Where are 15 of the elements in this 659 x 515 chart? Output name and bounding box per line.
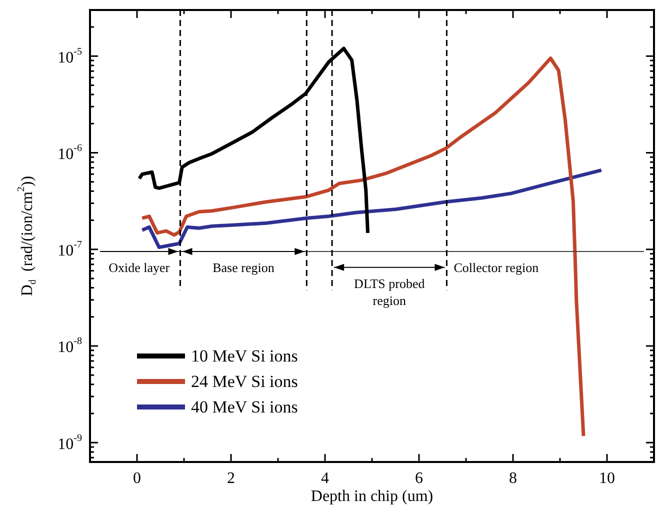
legend-label: 24 MeV Si ions xyxy=(191,372,298,391)
annotation: DLTS probed region xyxy=(354,276,426,308)
legend-label: 40 MeV Si ions xyxy=(191,397,298,416)
x-tick-label: 10 xyxy=(599,470,615,488)
annotation: Oxide layer xyxy=(108,260,170,275)
annotation: Base region xyxy=(212,260,275,275)
x-axis-title: Depth in chip (um) xyxy=(310,488,434,506)
y-axis-title: Dd (rad/(ion/cm2)) xyxy=(16,176,38,296)
x-tick-label: 6 xyxy=(415,470,423,488)
x-tick-label: 2 xyxy=(227,470,235,488)
legend-label: 10 MeV Si ions xyxy=(191,346,298,366)
x-tick-label: 4 xyxy=(321,470,329,488)
x-tick-label: 8 xyxy=(509,470,517,488)
annotation: Collector region xyxy=(454,260,540,275)
x-tick-label: 0 xyxy=(133,470,141,488)
